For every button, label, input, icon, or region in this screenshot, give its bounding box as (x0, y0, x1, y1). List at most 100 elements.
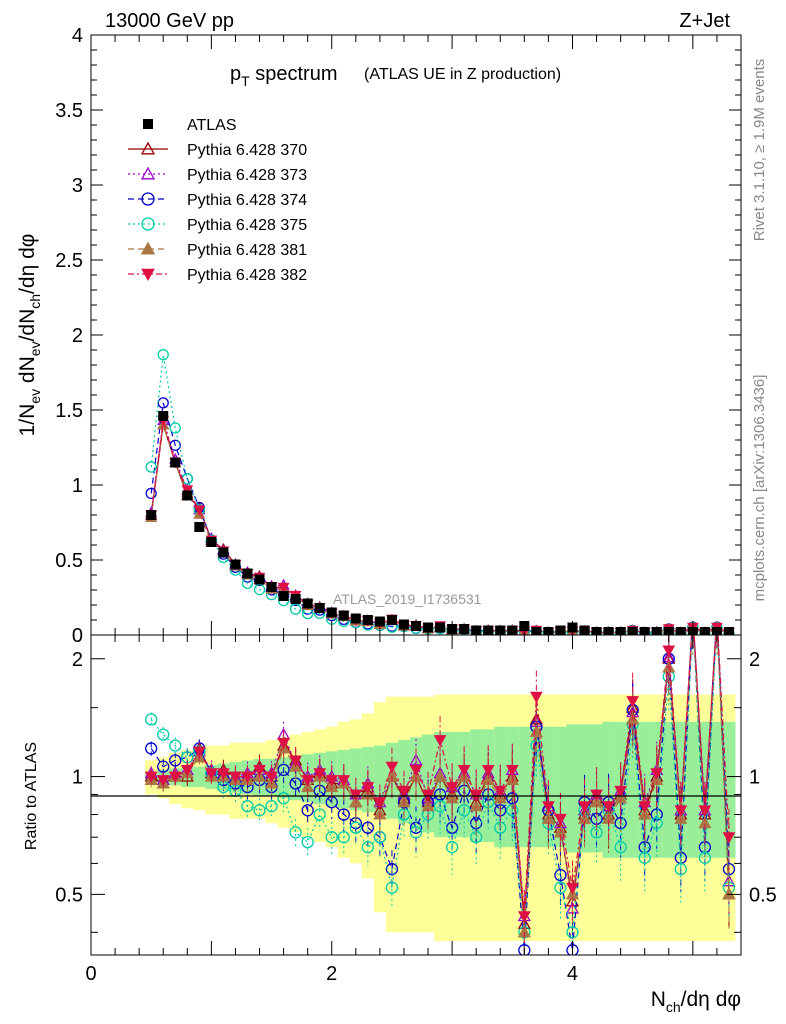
ratio-marker (687, 609, 698, 619)
ratio-marker (650, 817, 663, 830)
ratio-marker (301, 780, 315, 793)
legend-entry-5: Pythia 6.428 382 (128, 267, 307, 284)
ratio-marker (650, 768, 664, 780)
ratio-marker (614, 785, 627, 798)
ratio-marker (433, 735, 447, 747)
ratio-marker (445, 782, 459, 794)
ratio-marker (301, 775, 315, 787)
ratio-marker (433, 769, 447, 782)
data-point (302, 598, 313, 609)
ratio-marker (289, 755, 302, 767)
main-series-marker (157, 349, 169, 361)
legend-data-marker (143, 119, 153, 129)
data-point (386, 615, 397, 625)
data-point (194, 522, 205, 532)
ratio-marker (505, 764, 519, 777)
ratio-marker (277, 763, 290, 777)
ratio-marker (433, 800, 447, 813)
main-series-marker (277, 582, 290, 594)
ratio-marker (493, 785, 507, 798)
main-y-tick-label: 3.5 (55, 100, 83, 122)
ratio-marker (361, 841, 375, 854)
ratio-marker (529, 725, 543, 738)
ratio-marker (711, 609, 722, 619)
ratio-marker (542, 801, 555, 813)
ratio-y-tick-label-right: 0.5 (749, 884, 777, 906)
data-point (314, 603, 325, 613)
legend: ATLAS Pythia 6.428 370 Pythia 6.428 373 Pyt… (128, 117, 307, 284)
ratio-marker (265, 771, 278, 784)
ratio-marker (590, 789, 603, 802)
ratio-marker (145, 713, 158, 726)
ratio-marker (168, 771, 182, 784)
ratio-marker (192, 746, 206, 758)
x-tick-label: 0 (85, 963, 96, 985)
ratio-frame (90, 634, 742, 956)
ratio-marker (722, 887, 736, 900)
ratio-marker (722, 832, 736, 844)
main-series-marker (289, 603, 302, 615)
main-y-tick-label: 1 (72, 475, 83, 497)
ratio-marker (711, 609, 722, 619)
svg-text:pT spectrum: pT spectrum (230, 63, 338, 89)
main-series-marker (181, 485, 194, 496)
legend-label: Pythia 6.428 374 (187, 192, 307, 209)
legend-label: ATLAS (187, 117, 237, 134)
ratio-marker (457, 804, 471, 817)
ratio-marker (506, 792, 519, 805)
ratio-marker (602, 801, 615, 813)
data-point (627, 627, 638, 635)
data-point (146, 510, 157, 520)
main-y-tick-label: 2 (72, 325, 83, 347)
data-point (350, 613, 361, 624)
ratio-series-5 (144, 635, 736, 947)
ratio-y-tick-label: 1 (72, 767, 83, 789)
ratio-marker (301, 835, 314, 849)
data-point (699, 627, 710, 635)
ratio-marker (614, 817, 627, 830)
data-point (459, 624, 470, 634)
ratio-marker (614, 791, 628, 804)
legend-marker (140, 166, 156, 180)
legend-entry-1: Pythia 6.428 373 (128, 166, 307, 184)
ratio-marker (349, 821, 362, 834)
process-label: Z+Jet (679, 10, 730, 32)
main-y-tick-label: 0.5 (55, 550, 83, 572)
data-point (206, 537, 217, 547)
main-series-line (150, 354, 730, 634)
legend-entry-data: ATLAS (143, 117, 237, 134)
legend-marker (140, 241, 156, 255)
inner-band-bin (686, 721, 700, 858)
ratio-marker (157, 728, 170, 741)
ratio-marker (277, 792, 290, 805)
legend-label: Pythia 6.428 375 (187, 217, 307, 234)
legend-label: Pythia 6.428 382 (187, 267, 307, 284)
main-series-marker (145, 461, 157, 473)
main-y-tick-label: 0 (72, 625, 83, 647)
data-point (519, 621, 530, 631)
ratio-marker (229, 771, 242, 784)
ratio-y-tick-label: 2 (72, 649, 83, 671)
inner-band-bin (566, 724, 579, 853)
ratio-marker (409, 826, 423, 839)
ratio-marker (409, 764, 423, 777)
ratio-marker (313, 808, 326, 821)
data-point (158, 411, 169, 421)
data-point (326, 607, 337, 618)
ratio-marker (241, 771, 254, 784)
plot-subtitle: (ATLAS UE in Z production) (364, 66, 561, 83)
main-y-tick-label: 2.5 (55, 250, 83, 272)
ratio-marker (674, 863, 687, 876)
ratio-marker (674, 811, 688, 824)
ratio-marker (265, 800, 278, 813)
inner-band-bin (193, 766, 206, 788)
ratio-marker (698, 805, 712, 817)
ratio-marker (241, 800, 254, 813)
x-tick-label: 4 (567, 963, 578, 985)
ratio-y-tick-label-right: 2 (749, 649, 760, 671)
ratio-marker (505, 773, 519, 786)
inner-band-bin (662, 721, 676, 858)
data-point (603, 627, 614, 635)
legend-entry-2: Pythia 6.428 374 (128, 192, 307, 209)
